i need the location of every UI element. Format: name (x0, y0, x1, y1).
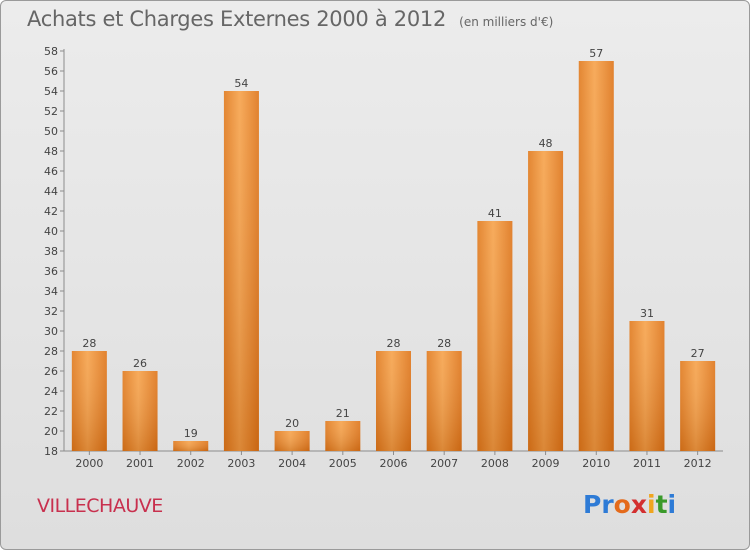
data-label: 27 (691, 347, 705, 360)
bar-shade (477, 221, 513, 451)
data-label: 20 (285, 417, 299, 430)
bar-shade (173, 441, 209, 451)
x-tick-label: 2010 (582, 457, 610, 470)
data-label: 48 (539, 137, 553, 150)
bar-shade (578, 61, 614, 451)
data-label: 28 (437, 337, 451, 350)
x-tick-label: 2005 (329, 457, 357, 470)
y-tick-label: 22 (44, 405, 58, 418)
y-tick-label: 20 (44, 425, 58, 438)
y-tick-label: 18 (44, 445, 58, 458)
bar-shade (426, 351, 462, 451)
chart-subtitle: (en milliers d'€) (459, 15, 554, 29)
y-tick-label: 28 (44, 345, 58, 358)
data-label: 28 (82, 337, 96, 350)
place-label: VILLECHAUVE (37, 495, 163, 517)
bar-shade (71, 351, 107, 451)
y-tick-label: 44 (44, 185, 58, 198)
y-tick-label: 42 (44, 205, 58, 218)
data-label: 21 (336, 407, 350, 420)
data-label: 57 (589, 47, 603, 60)
bar-shade (274, 431, 310, 451)
y-tick-label: 34 (44, 285, 58, 298)
brand-letter: x (630, 490, 647, 519)
y-tick-label: 30 (44, 325, 58, 338)
y-tick-label: 40 (44, 225, 58, 238)
brand-letter: t (655, 490, 668, 519)
x-tick-label: 2011 (633, 457, 661, 470)
y-tick-label: 46 (44, 165, 58, 178)
bar-shade (223, 91, 259, 451)
x-tick-label: 2004 (278, 457, 306, 470)
bar-shade (629, 321, 665, 451)
y-tick-label: 58 (44, 45, 58, 58)
chart-title: Achats et Charges Externes 2000 à 2012 (27, 7, 447, 31)
y-tick-label: 54 (44, 85, 58, 98)
data-label: 54 (234, 77, 248, 90)
brand-logo: Proxiti (583, 490, 676, 519)
x-tick-label: 2012 (684, 457, 712, 470)
brand-letter: i (667, 490, 677, 519)
data-label: 41 (488, 207, 502, 220)
y-tick-label: 26 (44, 365, 58, 378)
bar-shade (122, 371, 158, 451)
x-tick-label: 2001 (126, 457, 154, 470)
y-tick-label: 32 (44, 305, 58, 318)
x-tick-label: 2006 (380, 457, 408, 470)
y-tick-label: 56 (44, 65, 58, 78)
x-tick-label: 2003 (227, 457, 255, 470)
data-label: 28 (387, 337, 401, 350)
x-tick-label: 2008 (481, 457, 509, 470)
bars: 28 26 19 54 20 21 28 28 41 48 57 31 27 (71, 47, 716, 451)
data-label: 31 (640, 307, 654, 320)
x-tick-label: 2009 (532, 457, 560, 470)
y-tick-label: 50 (44, 125, 58, 138)
brand-letter: Pr (583, 490, 614, 519)
y-tick-label: 24 (44, 385, 58, 398)
data-label: 26 (133, 357, 147, 370)
y-tick-label: 38 (44, 245, 58, 258)
bar-shade (376, 351, 411, 451)
x-tick-label: 2002 (177, 457, 205, 470)
bar-shade (680, 361, 716, 451)
x-tick-label: 2007 (430, 457, 458, 470)
y-tick-label: 52 (44, 105, 58, 118)
data-label: 19 (184, 427, 198, 440)
title-row: Achats et Charges Externes 2000 à 2012 (… (27, 7, 553, 31)
brand-letter: o (613, 490, 631, 519)
brand-letter: i (646, 490, 656, 519)
y-tick-label: 48 (44, 145, 58, 158)
bar-shade (325, 421, 361, 451)
axes: 18 20 22 24 26 28 30 32 34 36 38 40 42 44 46 48 50 52 54 56… (44, 45, 723, 470)
x-tick-label: 2000 (75, 457, 103, 470)
y-tick-label: 36 (44, 265, 58, 278)
bar-shade (528, 151, 564, 451)
